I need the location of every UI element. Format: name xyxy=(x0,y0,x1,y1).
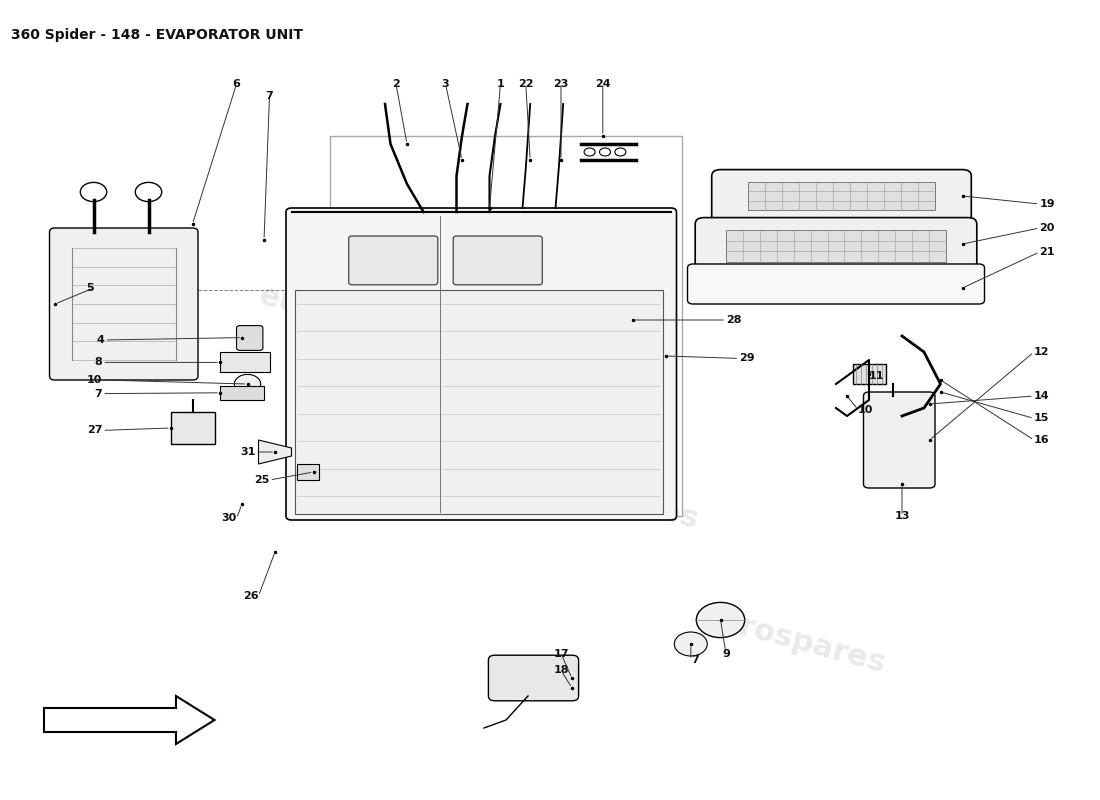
Text: 1: 1 xyxy=(496,79,505,89)
Text: 6: 6 xyxy=(232,79,241,89)
Polygon shape xyxy=(258,440,292,464)
FancyBboxPatch shape xyxy=(220,352,270,372)
FancyBboxPatch shape xyxy=(295,290,663,514)
Text: eurospares: eurospares xyxy=(508,457,702,535)
Text: 4: 4 xyxy=(97,335,104,345)
FancyBboxPatch shape xyxy=(688,264,984,304)
Text: 12: 12 xyxy=(1034,347,1049,357)
FancyBboxPatch shape xyxy=(236,326,263,350)
Text: 13: 13 xyxy=(894,511,910,521)
Text: 8: 8 xyxy=(95,358,102,367)
Text: eurospares: eurospares xyxy=(255,281,449,359)
Text: 19: 19 xyxy=(1040,199,1055,209)
Text: 18: 18 xyxy=(553,666,569,675)
Text: 2: 2 xyxy=(392,79,400,89)
Text: eurospares: eurospares xyxy=(695,601,889,679)
Text: 31: 31 xyxy=(240,447,255,457)
Polygon shape xyxy=(44,696,214,744)
Text: 14: 14 xyxy=(1034,391,1049,401)
FancyBboxPatch shape xyxy=(712,170,971,222)
Text: 22: 22 xyxy=(518,79,534,89)
FancyBboxPatch shape xyxy=(864,392,935,488)
Text: 11: 11 xyxy=(869,371,884,381)
Text: 16: 16 xyxy=(1034,435,1049,445)
Text: 10: 10 xyxy=(87,375,102,385)
FancyBboxPatch shape xyxy=(349,236,438,285)
Circle shape xyxy=(234,374,261,394)
Circle shape xyxy=(696,602,745,638)
Text: 29: 29 xyxy=(739,354,755,363)
Text: 9: 9 xyxy=(722,649,730,658)
FancyBboxPatch shape xyxy=(726,230,946,262)
Text: 20: 20 xyxy=(1040,223,1055,233)
Text: 21: 21 xyxy=(1040,247,1055,257)
Text: 5: 5 xyxy=(86,283,94,293)
FancyBboxPatch shape xyxy=(695,218,977,274)
FancyBboxPatch shape xyxy=(170,412,214,444)
FancyBboxPatch shape xyxy=(488,655,579,701)
Text: 27: 27 xyxy=(87,426,102,435)
Text: 15: 15 xyxy=(1034,414,1049,423)
FancyBboxPatch shape xyxy=(748,182,935,210)
Text: 26: 26 xyxy=(243,591,258,601)
FancyBboxPatch shape xyxy=(286,208,676,520)
Text: 17: 17 xyxy=(553,649,569,658)
Text: 30: 30 xyxy=(221,514,236,523)
Text: 24: 24 xyxy=(595,79,610,89)
Text: 10: 10 xyxy=(858,405,873,414)
FancyBboxPatch shape xyxy=(453,236,542,285)
Text: 7: 7 xyxy=(95,389,102,398)
FancyBboxPatch shape xyxy=(50,228,198,380)
Text: 7: 7 xyxy=(691,655,698,665)
FancyBboxPatch shape xyxy=(220,386,264,400)
FancyBboxPatch shape xyxy=(297,464,319,480)
Text: 23: 23 xyxy=(553,79,569,89)
Circle shape xyxy=(674,632,707,656)
FancyBboxPatch shape xyxy=(852,364,886,384)
Text: 25: 25 xyxy=(254,475,270,485)
Text: 28: 28 xyxy=(726,315,741,325)
Text: 7: 7 xyxy=(265,91,274,101)
Text: 3: 3 xyxy=(442,79,449,89)
Text: 360 Spider - 148 - EVAPORATOR UNIT: 360 Spider - 148 - EVAPORATOR UNIT xyxy=(11,28,302,42)
